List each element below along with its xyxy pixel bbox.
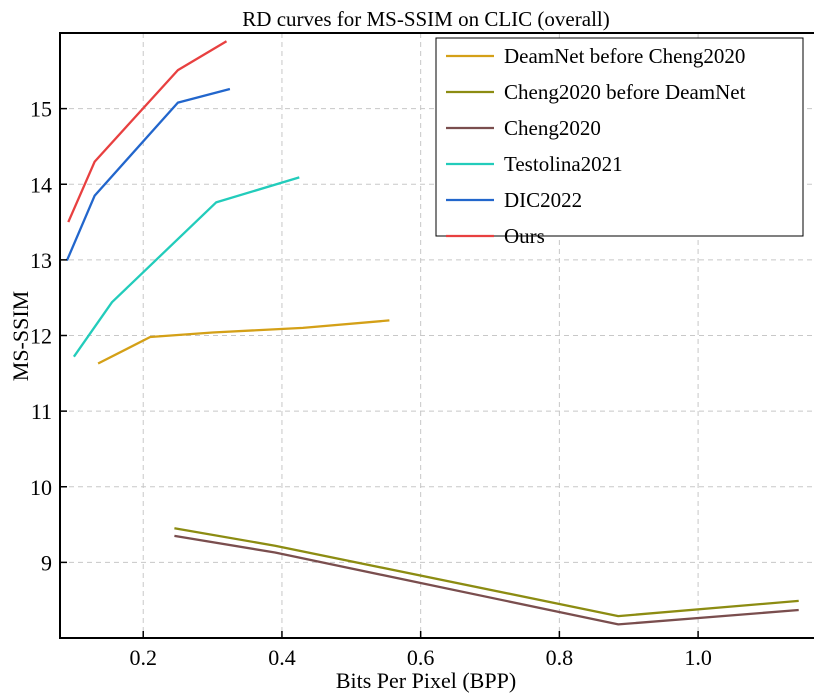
x-tick-label: 1.0 <box>684 645 712 670</box>
y-tick-label: 9 <box>41 550 52 575</box>
series-line <box>67 40 228 223</box>
legend-label: Testolina2021 <box>504 152 623 176</box>
legend-label: Cheng2020 <box>504 116 601 140</box>
x-tick-label: 0.4 <box>268 645 296 670</box>
series-line <box>65 87 231 262</box>
y-tick-label: 12 <box>30 324 52 349</box>
legend: DeamNet before Cheng2020 Cheng2020 before… <box>435 37 804 248</box>
legend-label: DIC2022 <box>504 188 582 212</box>
series-line <box>174 527 799 618</box>
series-line <box>72 176 300 358</box>
legend-box <box>435 37 804 237</box>
y-axis-label: MS-SSIM <box>8 291 33 381</box>
y-tick-label: 11 <box>31 399 52 424</box>
x-tick-label: 0.2 <box>129 645 157 670</box>
x-tick-label: 0.8 <box>546 645 574 670</box>
series-lines <box>65 40 799 626</box>
series-line <box>174 534 799 626</box>
y-tick-label: 13 <box>30 248 52 273</box>
y-tick-label: 10 <box>30 475 52 500</box>
legend-label: DeamNet before Cheng2020 <box>504 44 745 68</box>
legend-label: Cheng2020 before DeamNet <box>504 80 746 104</box>
x-axis-label: Bits Per Pixel (BPP) <box>336 668 516 693</box>
legend-label: Ours <box>504 224 545 248</box>
y-tick-label: 15 <box>30 97 52 122</box>
x-tick-label: 0.6 <box>407 645 435 670</box>
series-line <box>97 319 390 365</box>
chart-title: RD curves for MS-SSIM on CLIC (overall) <box>242 7 609 31</box>
y-tick-label: 14 <box>30 172 52 197</box>
axis-ticks: 0.2 0.4 0.6 0.8 1.0 9 10 11 12 13 14 15 <box>30 97 712 670</box>
